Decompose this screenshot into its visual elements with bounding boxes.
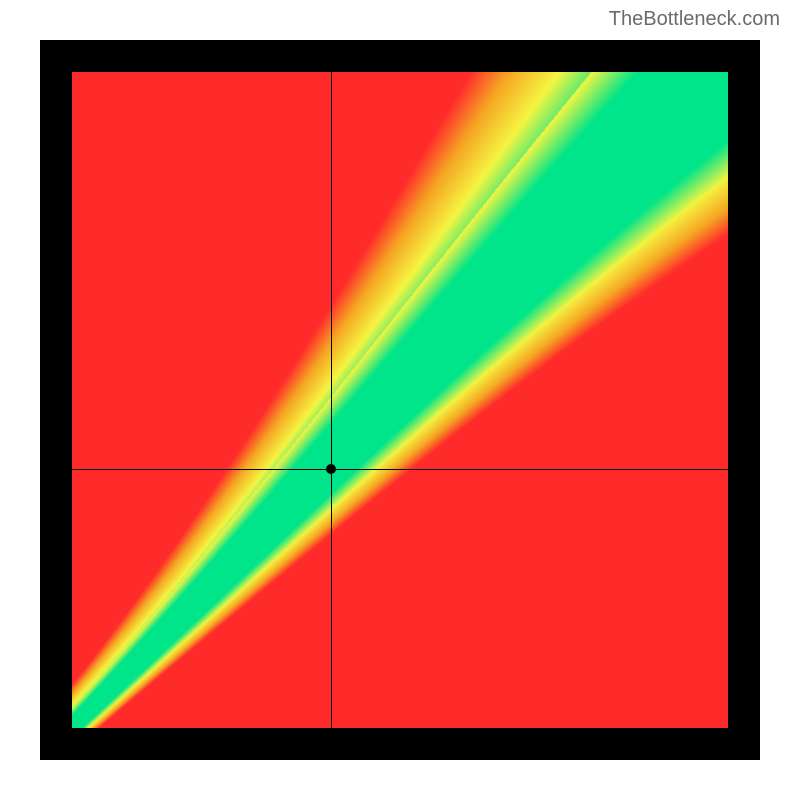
plot-area xyxy=(72,72,728,728)
crosshair-horizontal xyxy=(72,469,728,470)
heatmap-canvas xyxy=(72,72,728,728)
chart-container: TheBottleneck.com xyxy=(0,0,800,800)
marker-point xyxy=(326,464,336,474)
crosshair-vertical xyxy=(331,72,332,728)
watermark-text: TheBottleneck.com xyxy=(609,8,780,31)
plot-border xyxy=(40,40,760,760)
